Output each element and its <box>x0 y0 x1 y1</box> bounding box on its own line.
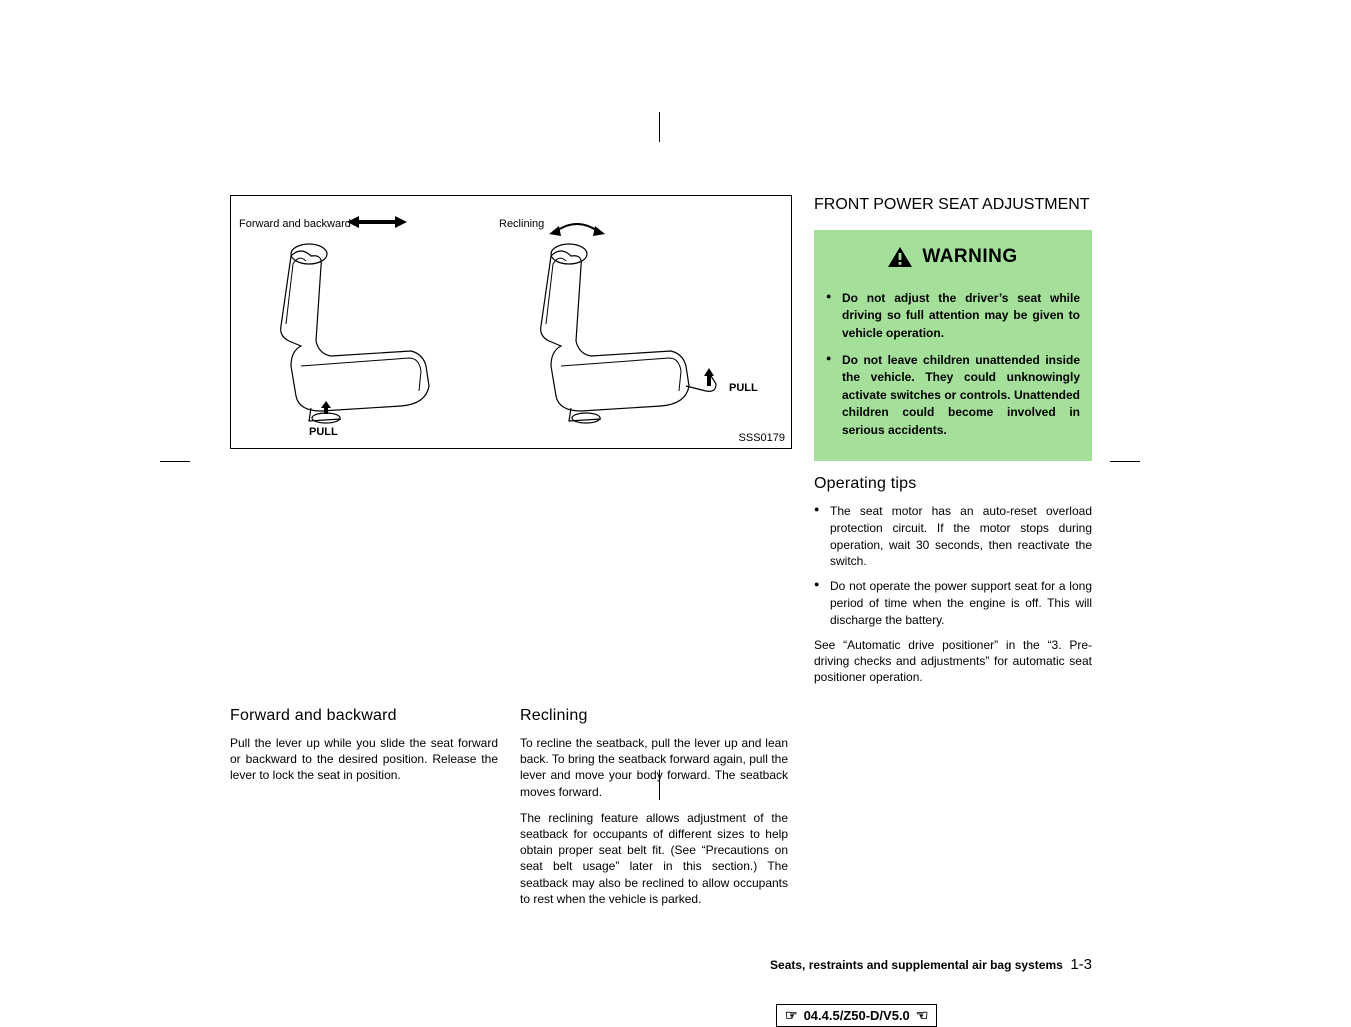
text-columns: Forward and backward Pull the lever up w… <box>230 707 1092 917</box>
closing-paragraph: See “Automatic drive positioner” in the … <box>814 637 1092 686</box>
crop-mark <box>659 112 662 142</box>
column-2: Reclining To recline the seatback, pull … <box>520 707 788 917</box>
figure-id: SSS0179 <box>739 432 785 444</box>
col2-heading: Reclining <box>520 707 788 725</box>
arrow-forward-backward-icon <box>347 210 407 234</box>
col2-paragraph1: To recline the seatback, pull the lever … <box>520 735 788 800</box>
tip-item: The seat motor has an auto-reset overloa… <box>814 503 1092 570</box>
tips-heading: Operating tips <box>814 475 1092 493</box>
arrow-reclining-icon <box>549 210 605 238</box>
col2-paragraph2: The reclining feature allows adjustment … <box>520 810 788 907</box>
warning-title: WARNING <box>922 246 1017 268</box>
tips-list: The seat motor has an auto-reset overloa… <box>814 503 1092 629</box>
section-heading: FRONT POWER SEAT ADJUSTMENT <box>814 195 1092 216</box>
label-reclining: Reclining <box>499 218 544 230</box>
warning-item: Do not adjust the driver’s seat while dr… <box>826 290 1080 342</box>
tip-item: Do not operate the power support seat fo… <box>814 578 1092 628</box>
crop-mark <box>160 461 190 464</box>
footer: Seats, restraints and supplemental air b… <box>770 956 1092 973</box>
col1-paragraph: Pull the lever up while you slide the se… <box>230 735 498 784</box>
page-content: Forward and backward PULL Reclining <box>230 195 1092 917</box>
label-forward-backward: Forward and backward <box>239 218 351 230</box>
pull-label-right: PULL <box>729 382 758 394</box>
pull-label-left: PULL <box>309 426 338 438</box>
col1-heading: Forward and backward <box>230 707 498 725</box>
seat-left-icon <box>251 236 481 436</box>
column-1: Forward and backward Pull the lever up w… <box>230 707 498 917</box>
seat-illustration: Forward and backward PULL Reclining <box>230 195 792 449</box>
hand-right-icon: ☜ <box>916 1007 929 1024</box>
page-number: 1-3 <box>1070 956 1092 973</box>
seat-right-icon <box>511 236 761 436</box>
warning-header: WARNING <box>826 240 1080 282</box>
warning-triangle-icon <box>888 247 912 267</box>
revision-box: ☞ 04.4.5/Z50-D/V5.0 ☜ <box>776 1004 937 1027</box>
warning-item: Do not leave children unattended inside … <box>826 352 1080 439</box>
column-3: FRONT POWER SEAT ADJUSTMENT WARNING Do n… <box>814 195 1092 695</box>
warning-list: Do not adjust the driver’s seat while dr… <box>826 290 1080 439</box>
hand-left-icon: ☞ <box>785 1007 798 1024</box>
crop-mark <box>1110 461 1140 464</box>
revision-code: 04.4.5/Z50-D/V5.0 <box>804 1008 910 1023</box>
footer-section-title: Seats, restraints and supplemental air b… <box>770 958 1063 972</box>
warning-box: WARNING Do not adjust the driver’s seat … <box>814 230 1092 461</box>
